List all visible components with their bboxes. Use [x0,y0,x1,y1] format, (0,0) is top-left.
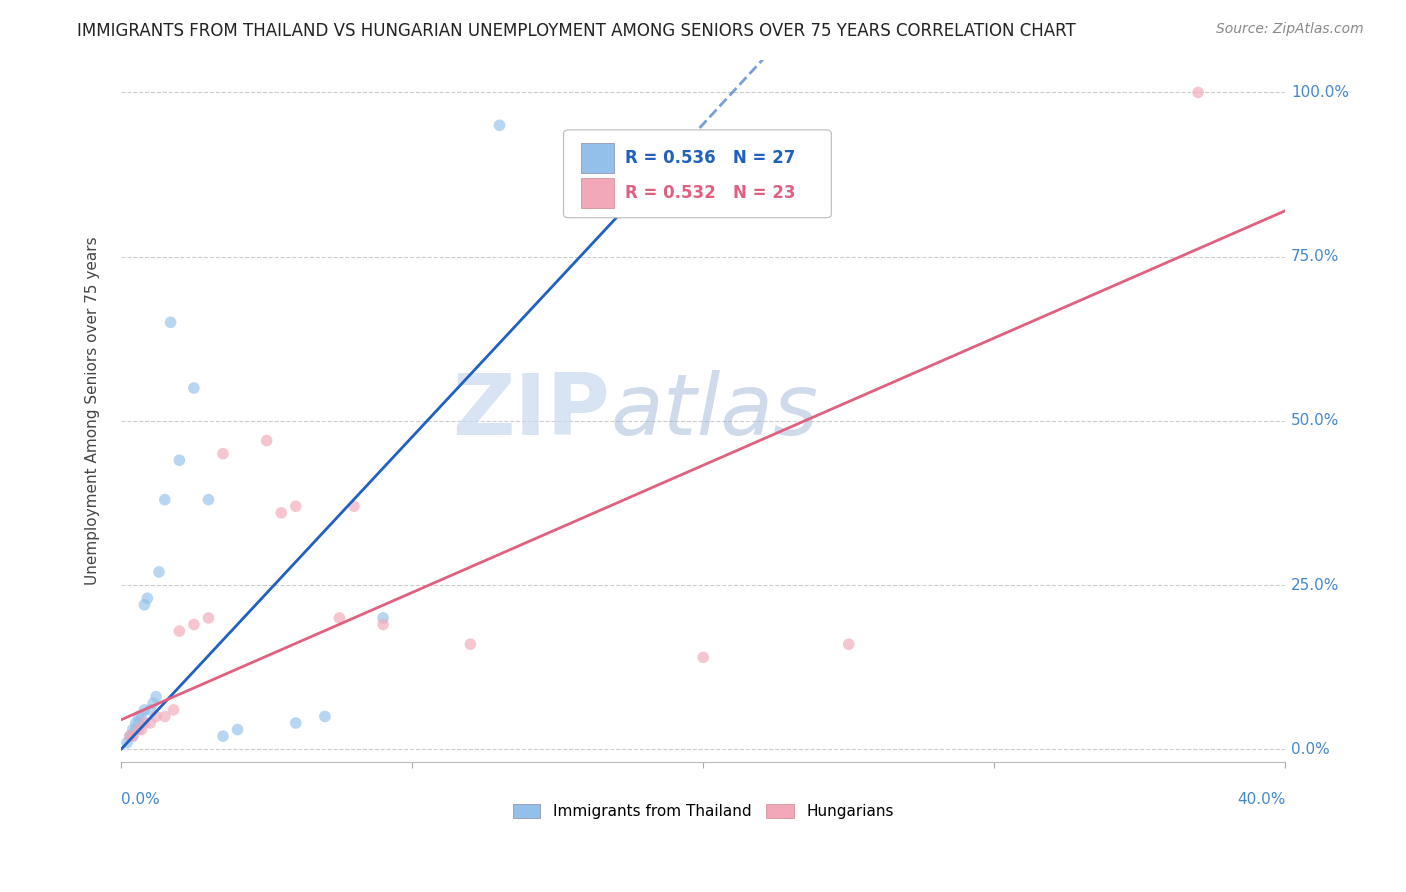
FancyBboxPatch shape [564,130,831,218]
Point [488,118,510,132]
Point [121,723,143,737]
Point [128,709,150,723]
Point [838,637,860,651]
Point [162,703,184,717]
Point [1187,86,1209,100]
Point [134,598,156,612]
Text: 50.0%: 50.0% [1291,413,1340,428]
Point [128,723,150,737]
Text: Source: ZipAtlas.com: Source: ZipAtlas.com [1216,22,1364,37]
Point [256,434,278,448]
Point [139,716,162,731]
Point [328,611,350,625]
Point [131,723,153,737]
Point [371,611,394,625]
Point [153,709,176,723]
Point [142,696,165,710]
Text: IMMIGRANTS FROM THAILAND VS HUNGARIAN UNEMPLOYMENT AMONG SENIORS OVER 75 YEARS C: IMMIGRANTS FROM THAILAND VS HUNGARIAN UN… [77,22,1076,40]
Text: atlas: atlas [610,369,818,452]
Point [145,690,167,704]
Point [125,723,148,737]
Point [125,716,148,731]
Point [134,703,156,717]
Point [692,650,714,665]
Point [139,703,162,717]
Point [159,315,181,329]
Point [148,565,170,579]
Point [118,729,141,743]
Text: 75.0%: 75.0% [1291,249,1340,264]
Text: 100.0%: 100.0% [1291,85,1350,100]
Point [284,716,307,731]
Text: ZIP: ZIP [453,369,610,452]
Point [314,709,336,723]
Point [371,617,394,632]
Text: R = 0.532   N = 23: R = 0.532 N = 23 [626,184,796,202]
Point [145,709,167,723]
Text: 0.0%: 0.0% [121,792,160,807]
Text: R = 0.536   N = 27: R = 0.536 N = 27 [626,149,796,167]
Point [153,492,176,507]
Legend: Immigrants from Thailand, Hungarians: Immigrants from Thailand, Hungarians [506,797,900,825]
Point [169,624,191,638]
Text: 25.0%: 25.0% [1291,578,1340,592]
Point [169,453,191,467]
FancyBboxPatch shape [581,178,613,208]
Point [197,611,219,625]
Point [183,617,205,632]
Point [343,500,366,514]
Point [128,716,150,731]
Point [212,447,235,461]
Text: 0.0%: 0.0% [1291,742,1330,756]
Point [115,736,138,750]
Point [284,500,307,514]
Y-axis label: Unemployment Among Seniors over 75 years: Unemployment Among Seniors over 75 years [86,236,100,585]
Point [121,729,143,743]
Point [197,492,219,507]
Point [121,729,143,743]
Point [131,709,153,723]
Point [134,716,156,731]
Point [226,723,249,737]
Point [460,637,482,651]
Point [270,506,292,520]
Point [212,729,235,743]
Point [136,591,159,606]
Text: 40.0%: 40.0% [1237,792,1285,807]
Point [118,729,141,743]
Point [183,381,205,395]
FancyBboxPatch shape [581,144,613,173]
